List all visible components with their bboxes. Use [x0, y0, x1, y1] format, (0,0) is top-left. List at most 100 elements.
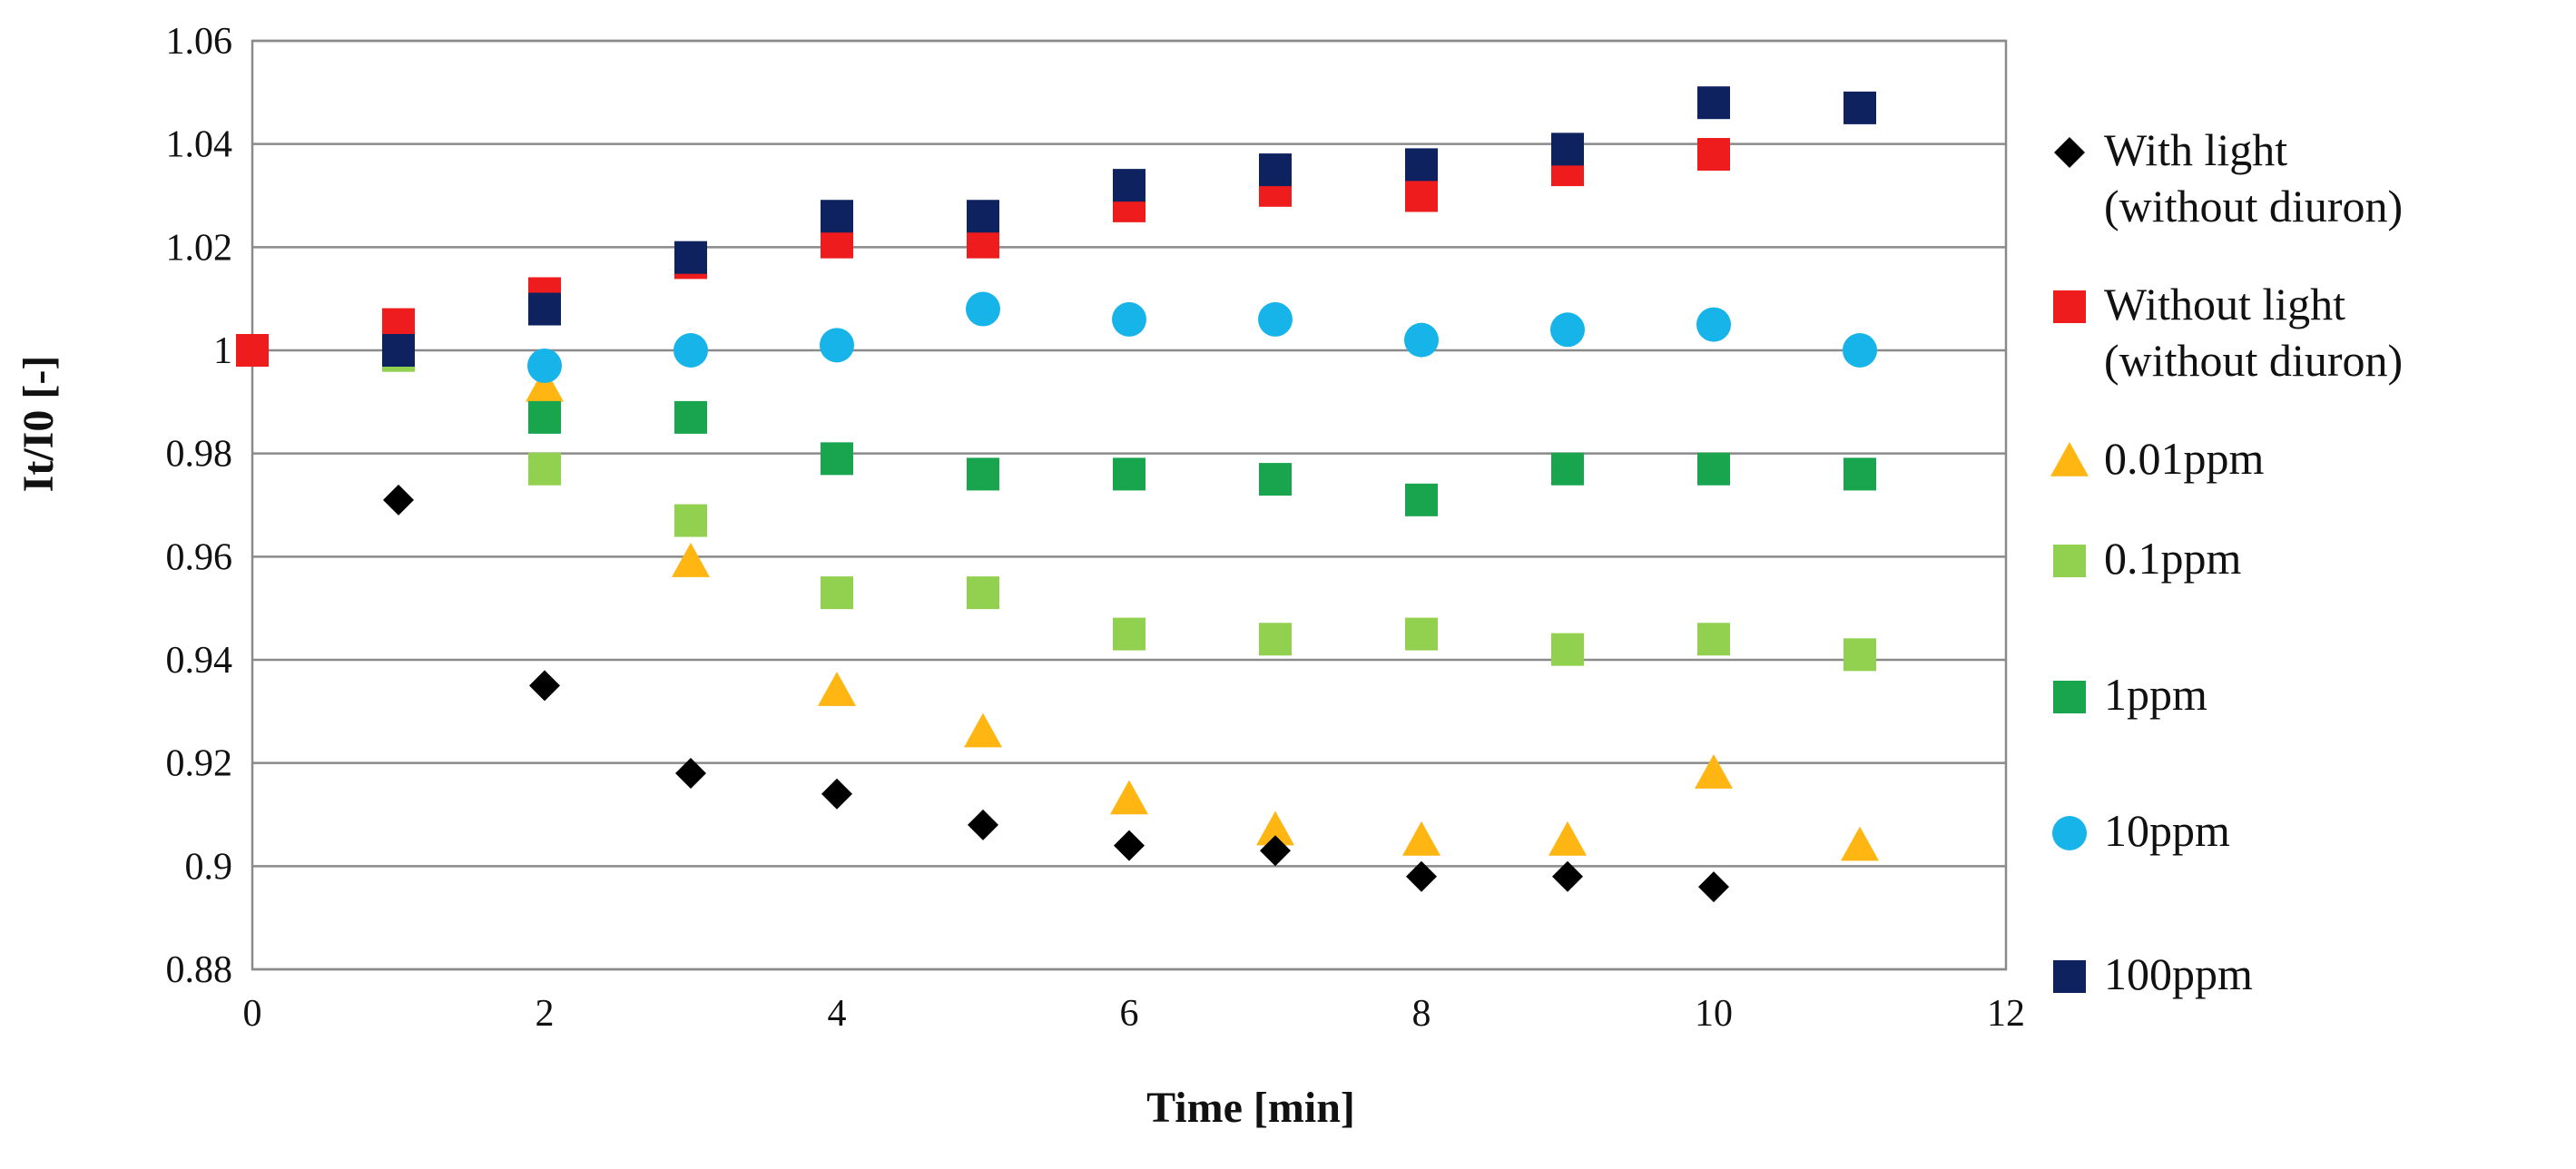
data-point: [1550, 312, 1585, 348]
y-tick-label: 0.88: [166, 949, 233, 991]
legend-entry: 100ppm: [2053, 948, 2253, 999]
data-point: [675, 758, 706, 790]
legend-entry: 0.1ppm: [2053, 533, 2242, 584]
data-point: [528, 400, 561, 434]
data-point: [1113, 617, 1145, 651]
data-point: [1696, 307, 1731, 342]
data-point: [1697, 452, 1730, 486]
data-point: [1406, 860, 1437, 892]
legend-label: 100ppm: [2104, 948, 2253, 999]
x-axis-title: Time [min]: [1146, 1084, 1355, 1132]
data-point: [674, 400, 707, 434]
data-point: [1844, 638, 1876, 672]
data-point: [529, 670, 560, 702]
legend-marker: [2053, 681, 2086, 713]
legend-entry: With light (without diuron): [2054, 124, 2403, 231]
legend-entry: 10ppm: [2052, 805, 2230, 856]
legend-label: 0.01ppm: [2104, 433, 2265, 484]
data-point: [1404, 322, 1439, 358]
data-point: [1259, 463, 1292, 496]
legend: With light (without diuron) Without light (…: [2050, 124, 2403, 999]
data-point: [1110, 780, 1148, 815]
legend-marker: [2052, 816, 2087, 850]
series-10ppm: [527, 291, 1877, 384]
data-point: [672, 543, 710, 577]
y-tick-label: 1.04: [166, 124, 233, 166]
data-point: [1256, 810, 1294, 846]
data-point: [967, 576, 999, 610]
data-point: [526, 367, 564, 402]
series-without-light-without-diuron: [236, 138, 1730, 367]
legend-label: 0.1ppm: [2104, 533, 2242, 584]
data-point: [821, 778, 852, 810]
data-point: [1259, 153, 1292, 187]
y-tick-label: 0.92: [166, 743, 233, 785]
data-point: [1260, 835, 1291, 867]
data-point: [1698, 871, 1729, 903]
data-point: [1549, 820, 1587, 856]
series-0-1ppm: [382, 339, 1876, 672]
y-tick-label: 0.94: [166, 640, 233, 682]
data-point: [674, 241, 707, 274]
legend-label: (without diuron): [2104, 181, 2403, 231]
data-point: [1844, 91, 1876, 124]
data-point: [528, 452, 561, 486]
legend-label: 10ppm: [2104, 805, 2230, 856]
y-tick-label: 1.02: [166, 227, 233, 269]
y-tick-label: 0.9: [185, 846, 233, 888]
data-point: [1405, 148, 1438, 182]
series-100ppm: [382, 86, 1876, 367]
x-tick-label: 6: [1120, 993, 1139, 1035]
y-tick-label: 0.96: [166, 536, 233, 578]
y-tick-label: 1.06: [166, 21, 233, 63]
data-point: [1259, 623, 1292, 656]
x-tick-label: 4: [828, 993, 847, 1035]
data-point: [821, 442, 853, 476]
series-with-light-without-diuron: [383, 484, 1729, 903]
y-tick-label: 1: [213, 330, 232, 372]
x-tick-label: 10: [1695, 993, 1733, 1035]
data-point: [1405, 483, 1438, 516]
data-point: [967, 457, 999, 491]
data-point: [674, 504, 707, 537]
data-point: [964, 712, 1002, 748]
legend-marker: [2053, 290, 2086, 323]
data-point: [1552, 860, 1583, 892]
y-axis-tick-labels: 0.88 0.9 0.92 0.94 0.96 0.98 1 1.02 1.04 1.06: [166, 21, 233, 991]
legend-marker: [2053, 545, 2086, 577]
x-tick-label: 0: [243, 993, 262, 1035]
plot-area-frame: [251, 39, 2008, 971]
series-1ppm: [528, 400, 1876, 516]
legend-label: 1ppm: [2104, 669, 2207, 720]
data-point: [1841, 826, 1879, 861]
data-point: [528, 292, 561, 326]
x-axis-tick-labels: 0 2 4 6 8 10 12: [243, 993, 2026, 1035]
data-point: [968, 809, 998, 840]
data-point: [1258, 301, 1293, 337]
legend-marker: [2054, 137, 2085, 168]
legend-marker: [2050, 442, 2089, 476]
data-point: [1112, 301, 1146, 337]
data-point: [1551, 133, 1584, 166]
legend-entry: 0.01ppm: [2050, 433, 2265, 484]
x-tick-label: 2: [536, 993, 555, 1035]
data-point: [1113, 457, 1145, 491]
x-tick-label: 8: [1412, 993, 1431, 1035]
legend-marker: [2053, 960, 2086, 993]
data-point: [383, 484, 414, 516]
data-point: [818, 672, 856, 706]
data-point: [1695, 754, 1733, 789]
x-tick-label: 12: [1987, 993, 2025, 1035]
data-point: [1844, 457, 1876, 491]
series-0-01ppm: [526, 367, 1879, 861]
legend-entry: 1ppm: [2053, 669, 2207, 720]
legend-label: With light: [2104, 124, 2287, 175]
data-point: [673, 333, 708, 368]
data-point: [1697, 86, 1730, 120]
data-point: [382, 334, 415, 367]
data-points: [236, 86, 1879, 903]
data-point: [527, 349, 562, 384]
data-point: [1697, 138, 1730, 172]
data-point: [820, 328, 854, 363]
